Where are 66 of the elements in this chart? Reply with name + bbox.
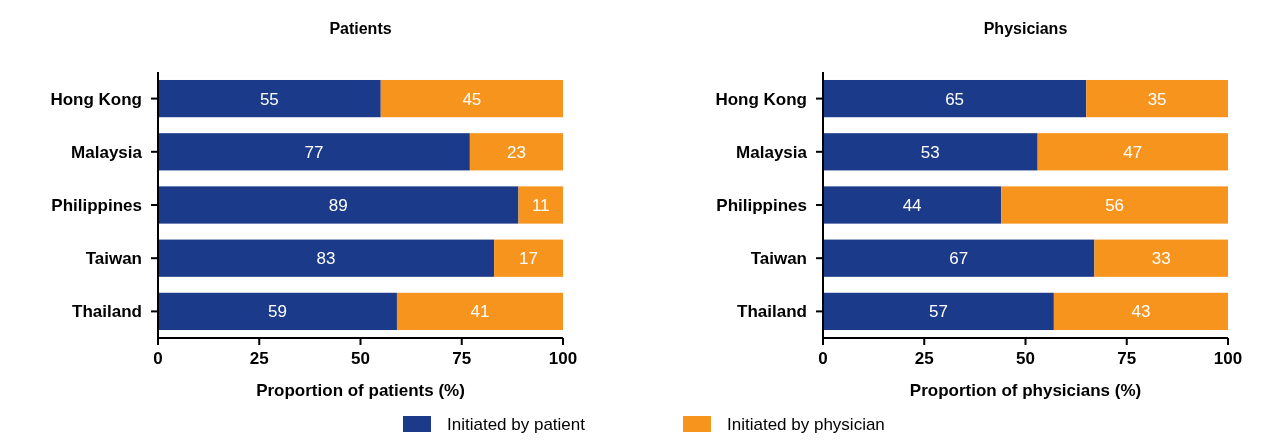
y-tick-label: Philippines [716,195,807,215]
x-axis-title: Proportion of physicians (%) [909,381,1142,400]
y-tick-label: Taiwan [85,249,142,269]
bar [823,79,1087,118]
data-label: 41 [470,302,490,322]
x-tick-label: 75 [452,349,472,368]
x-tick-label: 50 [1016,349,1035,368]
y-tick-label: Philippines [51,195,142,215]
x-tick-label: 50 [351,349,370,368]
data-label: 35 [1147,89,1167,109]
data-label: 83 [316,249,336,269]
data-label: 56 [1105,195,1125,215]
x-tick-label: 0 [818,349,828,368]
data-label: 89 [328,195,348,215]
bar [1086,79,1228,118]
bar [823,239,1095,277]
data-label: 33 [1151,249,1171,269]
bar [158,186,519,224]
x-tick-label: 75 [1117,349,1137,368]
data-label: 17 [519,249,539,269]
y-tick-label: Thailand [72,302,142,322]
bar [1001,186,1228,224]
bar [1094,239,1228,277]
x-tick-label: 25 [914,349,934,368]
bar [823,186,1002,224]
bar [396,292,563,331]
bar [158,133,470,171]
data-label: 44 [902,195,922,215]
y-tick-label: Malaysia [71,142,143,162]
bar [158,239,495,277]
x-tick-label: 100 [548,349,578,368]
x-tick-label: 100 [1213,349,1243,368]
data-label: 47 [1123,142,1143,162]
bar [823,292,1054,331]
data-label: 23 [506,142,526,162]
chart-title: Patients [329,20,392,37]
x-axis-title: Proportion of patients (%) [256,381,465,400]
chart-title: Physicians [983,20,1068,37]
bar [494,239,563,277]
legend-label: Initiated by patient [447,414,586,434]
bar [158,292,397,331]
bar [823,133,1038,171]
bar [1053,292,1228,331]
bar [380,79,563,118]
x-tick-label: 0 [153,349,163,368]
data-label: 67 [949,249,969,269]
data-label: 65 [945,89,965,109]
y-tick-label: Hong Kong [715,89,807,109]
bar [469,133,563,171]
data-label: 59 [268,302,287,322]
data-label: 43 [1131,302,1151,322]
data-label: 55 [259,89,279,109]
data-label: 53 [920,142,940,162]
y-tick-label: Malaysia [736,142,808,162]
bar [1037,133,1228,171]
data-label: 45 [462,89,482,109]
data-label: 11 [531,195,550,215]
bar [518,186,563,224]
bar [158,79,381,118]
y-tick-label: Thailand [737,302,807,322]
data-label: 57 [928,302,948,322]
legend-label: Initiated by physician [727,414,885,434]
data-label: 77 [304,142,324,162]
y-tick-label: Hong Kong [50,89,142,109]
y-tick-label: Taiwan [750,249,807,269]
x-tick-label: 25 [249,349,269,368]
